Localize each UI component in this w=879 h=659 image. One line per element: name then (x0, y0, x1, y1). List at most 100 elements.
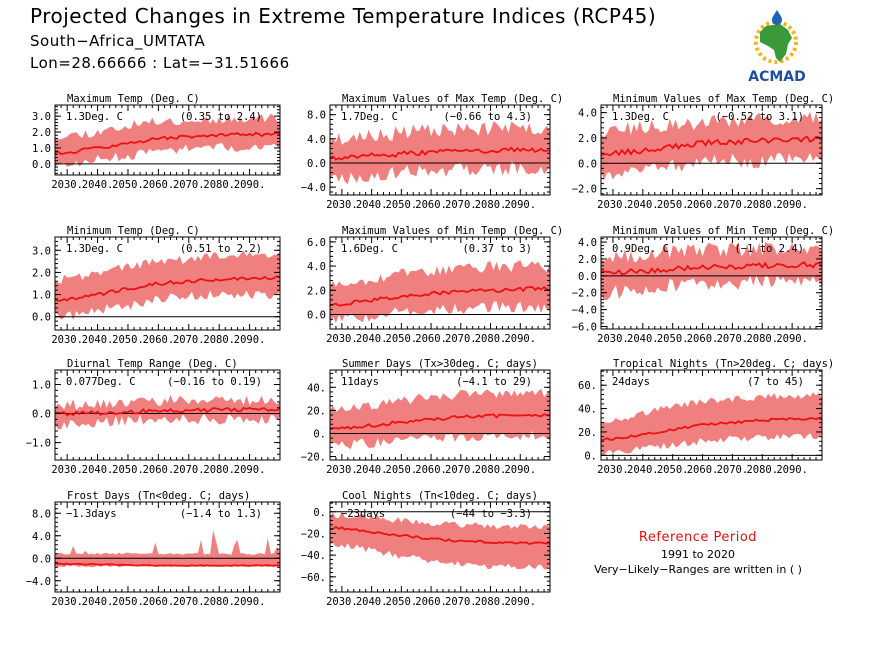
x-tick-label: 2050. (112, 334, 144, 346)
x-tick-label: 2040. (82, 179, 114, 191)
y-tick-label: −2.0 (572, 184, 597, 196)
likely-range-label: (0.37 to 3) (462, 243, 532, 255)
y-tick-label: 4.0 (307, 261, 326, 273)
x-tick-label: 2030. (326, 199, 358, 211)
x-tick-label: 2090. (504, 596, 536, 608)
x-tick-label: 2080. (203, 179, 235, 191)
likely-range-label: (0.51 to 2.2) (180, 243, 262, 255)
x-tick-label: 2090. (776, 464, 808, 476)
x-tick-label: 2050. (657, 199, 689, 211)
mean-change-label: 11days (341, 376, 379, 388)
plot-frame (329, 236, 551, 330)
y-tick-label: 60. (578, 380, 597, 392)
x-tick-label: 2090. (504, 464, 536, 476)
chart-panel: 2030.2040.2050.2060.2070.2080.2090. −1.0 0… (26, 358, 281, 476)
x-tick-label: 2070. (717, 199, 749, 211)
x-tick-label: 2080. (475, 199, 507, 211)
range-band (330, 511, 550, 570)
y-tick-label: 3.0 (32, 245, 51, 257)
chart-panel: 2030.2040.2050.2060.2070.2080.2090. −6.0 −… (572, 225, 835, 345)
mean-change-label: 1.3Deg. C (612, 111, 669, 123)
location-subtitle: South−Africa_UMTATA (30, 32, 206, 50)
y-tick-label: 4.0 (578, 108, 597, 120)
x-tick-label: 2070. (445, 464, 477, 476)
x-tick-label: 2050. (386, 333, 418, 345)
likely-range-label: (0.35 to 2.4) (180, 111, 262, 123)
y-tick-label: 0.0 (307, 158, 326, 170)
x-tick-label: 2090. (234, 596, 266, 608)
x-tick-label: 2050. (386, 464, 418, 476)
median-line (330, 413, 550, 431)
y-tick-label: −60. (301, 572, 326, 584)
x-tick-label: 2040. (627, 199, 659, 211)
x-tick-label: 2070. (173, 179, 205, 191)
y-tick-label: 20. (578, 427, 597, 439)
likely-range-label: (−0.16 to 0.19) (167, 376, 262, 388)
x-tick-label: 2030. (326, 333, 358, 345)
x-tick-label: 2080. (203, 334, 235, 346)
y-tick-label: 2.0 (32, 267, 51, 279)
panel-title: Minimum Values of Min Temp (Deg. C) (613, 225, 834, 237)
chart-panel: 2030.2040.2050.2060.2070.2080.2090. 0.0 2.… (307, 225, 563, 345)
y-tick-label: 0.0 (32, 312, 51, 324)
x-tick-label: 2060. (143, 179, 175, 191)
x-tick-label: 2090. (234, 179, 266, 191)
median-line (601, 417, 822, 441)
y-tick-label: 1.0 (32, 143, 51, 155)
x-tick-label: 2040. (356, 464, 388, 476)
x-tick-label: 2030. (51, 334, 83, 346)
x-tick-label: 2050. (386, 596, 418, 608)
range-band (330, 260, 550, 325)
panel-title: Frost Days (Tn<0deg. C; days) (67, 490, 250, 502)
range-band (330, 121, 550, 185)
mean-change-label: 24days (612, 376, 650, 388)
reference-period-years: 1991 to 2020 (660, 548, 736, 561)
likely-range-label: (−44 to −3.3) (450, 508, 532, 520)
x-tick-label: 2070. (445, 199, 477, 211)
plot-frame (54, 236, 281, 331)
plot-frame (329, 104, 551, 196)
x-tick-label: 2080. (746, 199, 778, 211)
x-tick-label: 2090. (504, 333, 536, 345)
y-tick-label: −20. (301, 528, 326, 540)
mean-change-label: −23days (341, 508, 385, 520)
plot-frame (600, 369, 823, 461)
likely-range-label: (−4.1 to 29) (456, 376, 532, 388)
x-tick-label: 2040. (82, 596, 114, 608)
water-drop-icon (772, 10, 782, 25)
logo-sun-rays-icon (754, 20, 798, 64)
logo-text: ACMAD (748, 69, 806, 84)
y-tick-label: 4.0 (578, 237, 597, 249)
panel-title: Diurnal Temp Range (Deg. C) (67, 358, 238, 370)
y-tick-label: 40. (307, 382, 326, 394)
x-tick-label: 2090. (776, 199, 808, 211)
x-tick-label: 2060. (415, 596, 447, 608)
y-tick-label: 0. (584, 450, 597, 462)
x-tick-label: 2060. (415, 333, 447, 345)
panel-title: Tropical Nights (Tn>20deg. C; days) (613, 358, 834, 370)
x-tick-label: 2080. (746, 464, 778, 476)
y-tick-label: −1.0 (26, 438, 51, 450)
y-tick-label: 0. (313, 428, 326, 440)
x-tick-label: 2070. (445, 333, 477, 345)
x-tick-label: 2030. (326, 464, 358, 476)
y-tick-label: −4.0 (572, 305, 597, 317)
x-tick-label: 2060. (415, 199, 447, 211)
median-line (55, 562, 280, 567)
mean-change-label: 1.3Deg. C (66, 111, 123, 123)
y-tick-label: −6.0 (572, 321, 597, 333)
y-tick-label: 8.0 (307, 110, 326, 122)
figure-title: Projected Changes in Extreme Temperature… (30, 4, 657, 28)
x-tick-label: 2080. (475, 333, 507, 345)
y-tick-label: −20. (301, 452, 326, 464)
x-tick-label: 2040. (627, 333, 659, 345)
x-tick-label: 2060. (143, 596, 175, 608)
y-tick-label: 2.0 (578, 133, 597, 145)
y-tick-label: 2.0 (578, 254, 597, 266)
x-tick-label: 2030. (597, 333, 629, 345)
chart-panel: 2030.2040.2050.2060.2070.2080.2090. 0.0 1.… (32, 225, 281, 346)
x-tick-label: 2050. (657, 333, 689, 345)
x-tick-label: 2040. (627, 464, 659, 476)
x-tick-label: 2050. (112, 179, 144, 191)
